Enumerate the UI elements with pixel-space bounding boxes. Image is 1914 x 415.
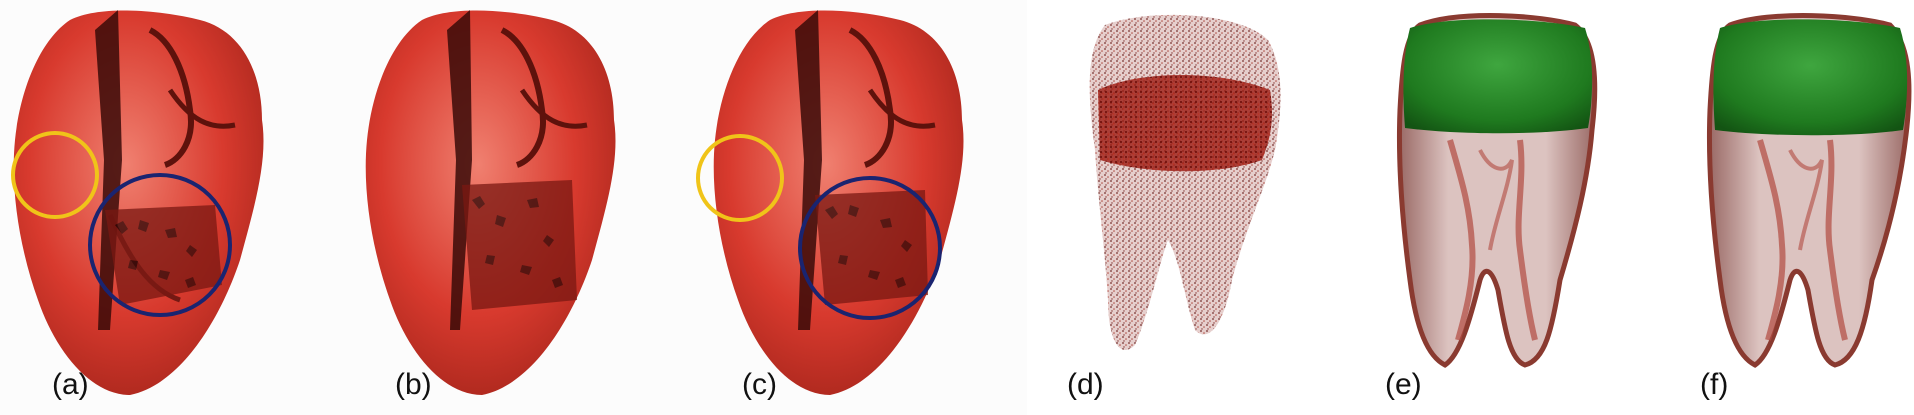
rough-texture-b bbox=[462, 180, 577, 310]
navy-highlight-circle-a bbox=[88, 173, 232, 317]
panel-label-d: (d) bbox=[1067, 368, 1104, 401]
heart-render-c bbox=[696, 10, 964, 395]
panel-label-e: (e) bbox=[1385, 368, 1422, 401]
panel-label-c: (c) bbox=[742, 368, 777, 401]
panel-label-a: (a) bbox=[52, 368, 89, 401]
panel-label-f: (f) bbox=[1700, 368, 1728, 401]
panel-label-b: (b) bbox=[395, 368, 432, 401]
rough-texture-c bbox=[815, 190, 928, 305]
tooth-render-e bbox=[1397, 13, 1598, 368]
heart-render-b bbox=[365, 10, 616, 395]
tooth-render-f bbox=[1707, 13, 1912, 368]
heart-render-a bbox=[11, 10, 264, 395]
yellow-highlight-circle-a bbox=[11, 131, 99, 219]
tooth-pointcloud-d bbox=[1089, 14, 1281, 350]
navy-highlight-circle-c bbox=[798, 176, 942, 320]
rough-texture-a bbox=[105, 205, 222, 305]
yellow-highlight-circle-c bbox=[696, 134, 784, 222]
